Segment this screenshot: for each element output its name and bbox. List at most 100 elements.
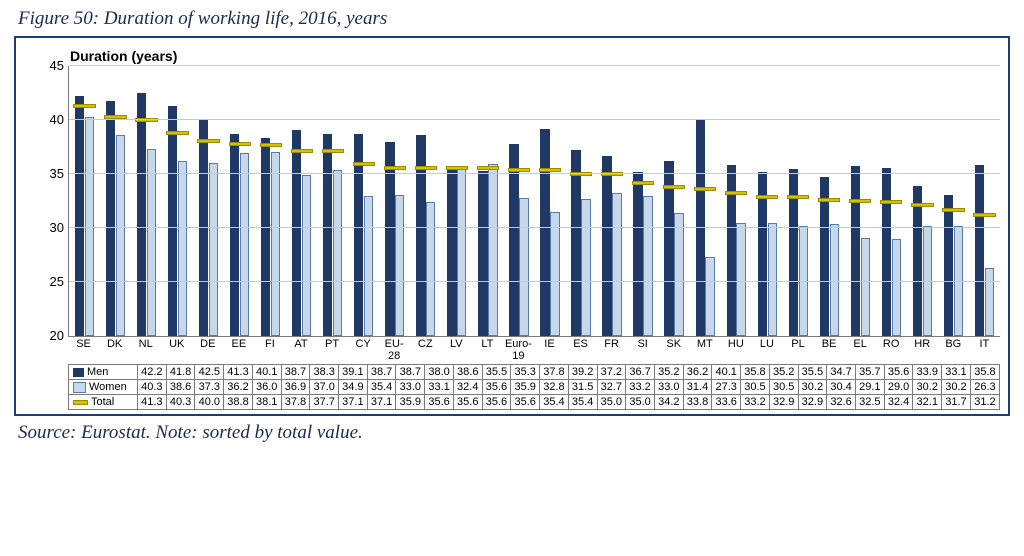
table-cell: 31.4 [683, 380, 712, 395]
table-cell: 32.4 [884, 395, 913, 410]
bar-slot [969, 66, 1000, 336]
table-row-women: Women40.338.637.336.236.036.937.034.935.… [69, 380, 1000, 395]
chart-frame: Duration (years) 454035302520 SEDKNLUKDE… [14, 36, 1010, 416]
table-cell: 36.9 [281, 380, 310, 395]
source-note: Source: Eurostat. Note: sorted by total … [18, 422, 1010, 444]
bar-slot [659, 66, 690, 336]
bar-women [768, 223, 777, 336]
table-cell: 35.3 [511, 365, 540, 380]
bar-women [333, 170, 342, 336]
table-cell: 37.0 [310, 380, 339, 395]
legend-swatch-total [73, 400, 88, 405]
table-cell: 35.2 [769, 365, 798, 380]
table-cell: 33.2 [626, 380, 655, 395]
table-cell: 30.2 [913, 380, 942, 395]
table-row-men: Men42.241.842.541.340.138.738.339.138.73… [69, 365, 1000, 380]
marker-total [477, 166, 499, 170]
bar-slot [193, 66, 224, 336]
table-cell: 35.0 [597, 395, 626, 410]
table-cell: 32.7 [597, 380, 626, 395]
table-cell: 29.0 [884, 380, 913, 395]
table-cell: 35.6 [482, 395, 511, 410]
page: Figure 50: Duration of working life, 201… [0, 0, 1024, 556]
table-cell: 33.8 [683, 395, 712, 410]
bar-men [230, 134, 239, 336]
data-table: Men42.241.842.541.340.138.738.339.138.73… [68, 364, 1000, 410]
table-cell: 27.3 [712, 380, 741, 395]
table-row-total: Total41.340.340.038.838.137.837.737.137.… [69, 395, 1000, 410]
table-cell: 41.8 [166, 365, 195, 380]
table-cell: 39.2 [568, 365, 597, 380]
table-cell: 37.7 [310, 395, 339, 410]
bar-men [540, 129, 549, 336]
x-tick-label: ES [565, 337, 596, 364]
table-cell: 32.1 [913, 395, 942, 410]
bar-women [736, 223, 745, 336]
table-cell: 40.3 [138, 380, 167, 395]
bar-women [271, 152, 280, 336]
chart-inner-title: Duration (years) [70, 48, 1000, 64]
table-cell: 34.2 [654, 395, 683, 410]
table-cell: 40.0 [195, 395, 224, 410]
bar-men [447, 169, 456, 336]
x-tick-label: SI [627, 337, 658, 364]
bar-slot [845, 66, 876, 336]
bar-men [106, 101, 115, 336]
row-header: Women [69, 380, 138, 395]
x-tick-label: AT [285, 337, 316, 364]
x-tick-label: SK [658, 337, 689, 364]
table-cell: 38.7 [396, 365, 425, 380]
bar-slot [100, 66, 131, 336]
x-tick-label: CZ [410, 337, 441, 364]
bar-women [426, 202, 435, 336]
grid-line [69, 173, 1000, 174]
x-tick-label: BG [938, 337, 969, 364]
x-tick-label: PL [782, 337, 813, 364]
table-cell: 33.0 [654, 380, 683, 395]
marker-total [260, 143, 282, 147]
x-tick-label: CY [348, 337, 379, 364]
bar-women [116, 135, 125, 336]
bar-women [830, 224, 839, 336]
bar-slot [628, 66, 659, 336]
x-tick-label: EE [223, 337, 254, 364]
x-tick-label: EL [845, 337, 876, 364]
table-cell: 35.8 [741, 365, 770, 380]
bar-women [209, 163, 218, 336]
table-cell: 35.4 [367, 380, 396, 395]
x-tick-label: NL [130, 337, 161, 364]
bar-slot [752, 66, 783, 336]
table-cell: 35.4 [540, 395, 569, 410]
x-tick-label: UK [161, 337, 192, 364]
row-header: Men [69, 365, 138, 380]
legend-swatch-men [73, 368, 84, 377]
table-cell: 36.2 [224, 380, 253, 395]
table-cell: 38.1 [252, 395, 281, 410]
table-cell: 35.9 [396, 395, 425, 410]
marker-total [197, 139, 219, 143]
bar-slot [721, 66, 752, 336]
table-cell: 36.7 [626, 365, 655, 380]
marker-total [632, 181, 654, 185]
bar-slot [534, 66, 565, 336]
x-tick-label: FR [596, 337, 627, 364]
table-cell: 32.6 [827, 395, 856, 410]
table-cell: 33.2 [741, 395, 770, 410]
bar-women [519, 198, 528, 336]
bar-men [913, 186, 922, 336]
table-cell: 35.8 [970, 365, 999, 380]
marker-total [973, 213, 995, 217]
x-tick-label: BE [814, 337, 845, 364]
table-cell: 38.7 [281, 365, 310, 380]
table-cell: 33.0 [396, 380, 425, 395]
marker-total [446, 166, 468, 170]
table-cell: 35.5 [482, 365, 511, 380]
bar-slot [131, 66, 162, 336]
x-tick-label: HR [907, 337, 938, 364]
table-cell: 35.6 [425, 395, 454, 410]
bar-women [488, 164, 497, 336]
table-cell: 40.3 [166, 395, 195, 410]
table-cell: 29.1 [855, 380, 884, 395]
marker-total [756, 195, 778, 199]
bar-women [240, 153, 249, 336]
